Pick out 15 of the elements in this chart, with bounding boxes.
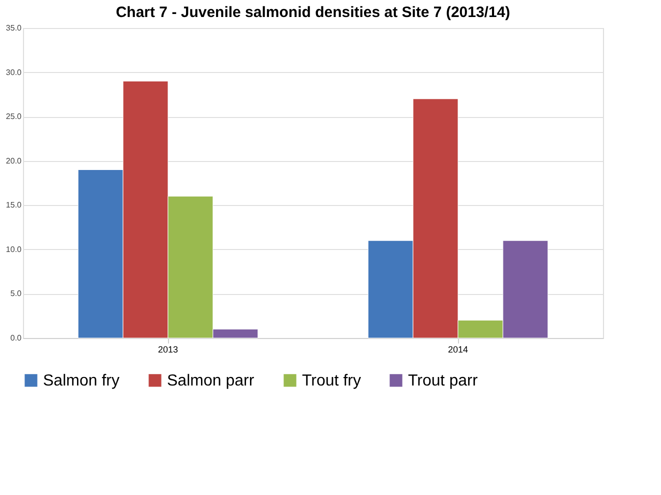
x-tick-label: 2013: [158, 344, 178, 354]
legend-label: Trout parr: [408, 372, 478, 390]
y-tick-label: 30.0: [6, 68, 22, 77]
y-tick-label: 15.0: [6, 200, 22, 210]
y-tick-label: 20.0: [6, 156, 22, 166]
legend-label: Trout fry: [302, 372, 361, 390]
y-tick-label: 0.0: [10, 334, 22, 342]
y-tick-label: 35.0: [6, 24, 22, 32]
legend-label: Salmon parr: [167, 372, 255, 390]
y-tick-label: 5.0: [10, 289, 22, 298]
legend-label: Salmon fry: [43, 372, 120, 390]
chart-title: Chart 7 - Juvenile salmonid densities at Site 7 (2013/14): [116, 4, 510, 21]
x-tick-label: 2014: [448, 344, 468, 354]
y-tick-label: 25.0: [6, 112, 22, 122]
y-tick-label: 10.0: [6, 244, 22, 254]
